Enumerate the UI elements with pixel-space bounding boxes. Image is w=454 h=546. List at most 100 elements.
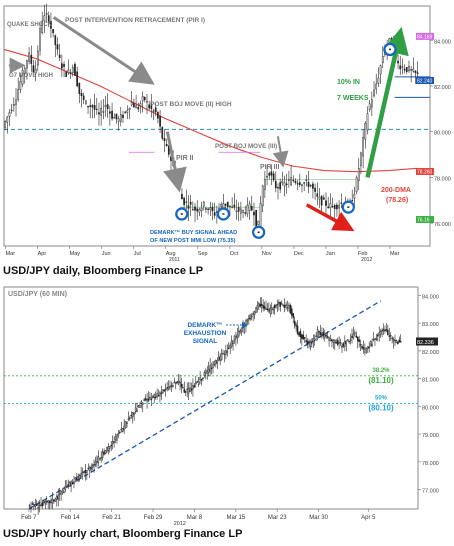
hourly-candle <box>232 340 234 345</box>
daily-candle <box>259 203 262 228</box>
hourly-candle <box>153 394 155 398</box>
hourly-candle <box>399 341 402 343</box>
hourly-candle <box>222 352 224 355</box>
daily-candle <box>248 203 251 211</box>
hourly-candle <box>375 338 378 340</box>
daily-candle <box>181 193 183 200</box>
daily-candle <box>196 208 199 212</box>
hourly-candle <box>352 333 355 339</box>
daily-candle <box>213 212 216 216</box>
daily-candle <box>298 182 301 185</box>
hourly-candle <box>126 422 128 424</box>
hourly-candle <box>209 365 211 372</box>
annotation-exhaustion: EXHAUSTION <box>184 330 227 337</box>
hourly-candle <box>106 447 108 452</box>
daily-candle <box>325 200 327 206</box>
hourly-candle <box>326 336 329 338</box>
hourly-candle <box>113 441 115 443</box>
hourly-candle <box>281 303 283 305</box>
daily-candle <box>318 196 321 200</box>
hourly-candle <box>230 340 233 347</box>
daily-candle <box>226 201 229 207</box>
hourly-candle <box>291 308 293 316</box>
daily-candle <box>255 209 257 228</box>
hourly-candle <box>312 338 315 342</box>
daily-candle <box>401 66 404 68</box>
daily-candle <box>43 15 46 22</box>
hourly-candle <box>253 311 256 316</box>
hourly-candle <box>285 304 287 307</box>
daily-candle <box>231 206 233 208</box>
hourly-candle <box>258 302 260 308</box>
hourly-candle <box>338 342 340 344</box>
daily-candle <box>111 110 113 119</box>
hourly-candle <box>84 469 87 474</box>
daily-candle <box>191 209 194 211</box>
hourly-candle <box>199 377 201 381</box>
daily-candle <box>408 66 410 71</box>
hourly-candle <box>147 398 150 401</box>
hourly-candle <box>197 381 200 386</box>
daily-candle <box>187 205 190 209</box>
hourly-candle <box>63 491 65 493</box>
hourly-candle <box>88 466 91 471</box>
annotation-post-boj-ii: POST BOJ MOVE (II) HIGH <box>150 101 232 108</box>
daily-candle <box>113 116 116 119</box>
daily-candle <box>316 193 319 197</box>
hourly-candle <box>40 504 42 506</box>
y-tick-label: 84.000 <box>422 294 439 300</box>
daily-candle <box>414 70 417 74</box>
hourly-candle <box>334 339 336 344</box>
y-tick-label: 79.000 <box>422 433 439 439</box>
hourly-candle <box>163 389 166 391</box>
hourly-candle <box>114 435 117 440</box>
y-tick-label: 83.000 <box>422 322 439 328</box>
daily-candle <box>163 138 166 141</box>
hourly-candle <box>358 339 360 342</box>
annotation-pir-iii: PIR III <box>260 164 280 171</box>
hourly-candle <box>131 412 134 418</box>
daily-candle <box>272 173 275 180</box>
hourly-candle <box>217 356 220 361</box>
hourly-candle <box>299 330 302 337</box>
daily-candle <box>100 107 102 116</box>
hourly-candle <box>206 369 209 373</box>
hourly-candle <box>298 332 300 336</box>
hourly-candle <box>58 493 61 495</box>
hourly-candle <box>101 451 104 458</box>
daily-candle <box>152 110 155 112</box>
hourly-candle <box>240 327 243 332</box>
value-tag-label: 84.169 <box>417 35 433 41</box>
hourly-candle <box>303 337 306 339</box>
daily-candle <box>85 100 87 105</box>
hourly-candle <box>94 461 97 465</box>
hourly-candle <box>273 304 276 309</box>
daily-candle <box>109 111 111 114</box>
x-year-label: 2011 <box>169 257 180 263</box>
hourly-candle <box>374 338 376 340</box>
hourly-candle <box>187 387 190 394</box>
daily-candle <box>253 211 255 216</box>
hourly-candle <box>44 501 47 504</box>
hourly-candle <box>46 500 48 503</box>
y-tick-label: 77.000 <box>422 489 439 495</box>
hourly-candle <box>235 336 237 339</box>
hourly-candle <box>183 388 186 393</box>
daily-candle <box>301 184 303 186</box>
hourly-candle <box>162 389 164 393</box>
x-tick-label: Feb 21 <box>102 515 121 521</box>
daily-candle <box>106 104 109 110</box>
annotation-signal: SIGNAL <box>193 338 218 345</box>
hourly-candle <box>378 332 380 336</box>
daily-candle <box>8 112 11 117</box>
daily-candle <box>242 210 244 213</box>
hourly-candle <box>379 331 382 335</box>
hourly-candle <box>61 489 64 493</box>
hourly-candle <box>134 407 137 412</box>
daily-candle <box>4 121 6 128</box>
hourly-candle <box>30 507 32 509</box>
hourly-candle <box>367 346 369 350</box>
hourly-candle <box>381 330 383 332</box>
hourly-candle <box>263 306 266 309</box>
y-tick-label: 84.000 <box>434 39 451 45</box>
